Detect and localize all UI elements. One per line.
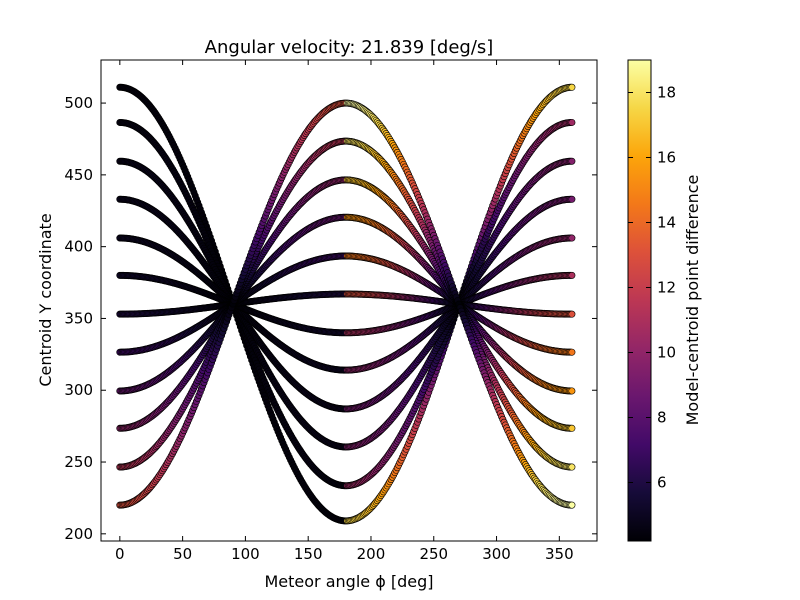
colorbar-tick-label: 8 bbox=[657, 409, 667, 427]
x-tick-label: 350 bbox=[545, 545, 574, 563]
colorbar-label: Model-centroid point difference bbox=[683, 175, 702, 426]
colorbar-gradient bbox=[627, 59, 652, 542]
data-point bbox=[568, 157, 576, 165]
y-tick-label: 200 bbox=[64, 525, 93, 543]
x-tick-label: 300 bbox=[482, 545, 511, 563]
x-tick-label: 200 bbox=[357, 545, 386, 563]
x-axis-label: Meteor angle ϕ [deg] bbox=[265, 572, 434, 591]
colorbar-tick-label: 14 bbox=[657, 214, 676, 232]
x-tick-label: 150 bbox=[294, 545, 323, 563]
y-tick-label: 350 bbox=[64, 309, 93, 327]
y-axis-label: Centroid Y coordinate bbox=[36, 213, 55, 386]
x-tick-label: 50 bbox=[173, 545, 192, 563]
data-point bbox=[568, 118, 576, 126]
y-tick-label: 250 bbox=[64, 453, 93, 471]
x-tick-label: 0 bbox=[115, 545, 125, 563]
colorbar-tick-label: 12 bbox=[657, 279, 676, 297]
colorbar: 6 8 10 12 14 16 18 Model-centroid point differ… bbox=[627, 59, 702, 542]
y-axis: 200 250 300 350 400 450 500 bbox=[64, 94, 597, 543]
y-tick-label: 300 bbox=[64, 381, 93, 399]
y-tick-label: 400 bbox=[64, 238, 93, 256]
x-tick-label: 250 bbox=[419, 545, 448, 563]
data-point bbox=[568, 387, 576, 395]
x-tick-label: 100 bbox=[231, 545, 260, 563]
data-point bbox=[568, 348, 576, 356]
data-point bbox=[568, 310, 576, 318]
colorbar-tick-label: 10 bbox=[657, 344, 676, 362]
data-point bbox=[568, 501, 576, 509]
data-point bbox=[568, 463, 576, 471]
data-point bbox=[568, 424, 576, 432]
colorbar-tick-label: 16 bbox=[657, 149, 676, 167]
y-tick-label: 500 bbox=[64, 94, 93, 112]
chart-title: Angular velocity: 21.839 [deg/s] bbox=[205, 37, 494, 58]
colorbar-tick-label: 18 bbox=[657, 84, 676, 102]
data-point bbox=[568, 234, 576, 242]
colorbar-tick-label: 6 bbox=[657, 474, 667, 492]
data-point bbox=[568, 83, 576, 91]
scatter-points bbox=[116, 83, 576, 525]
data-point bbox=[568, 271, 576, 279]
y-tick-label: 450 bbox=[64, 166, 93, 184]
data-point bbox=[568, 195, 576, 203]
